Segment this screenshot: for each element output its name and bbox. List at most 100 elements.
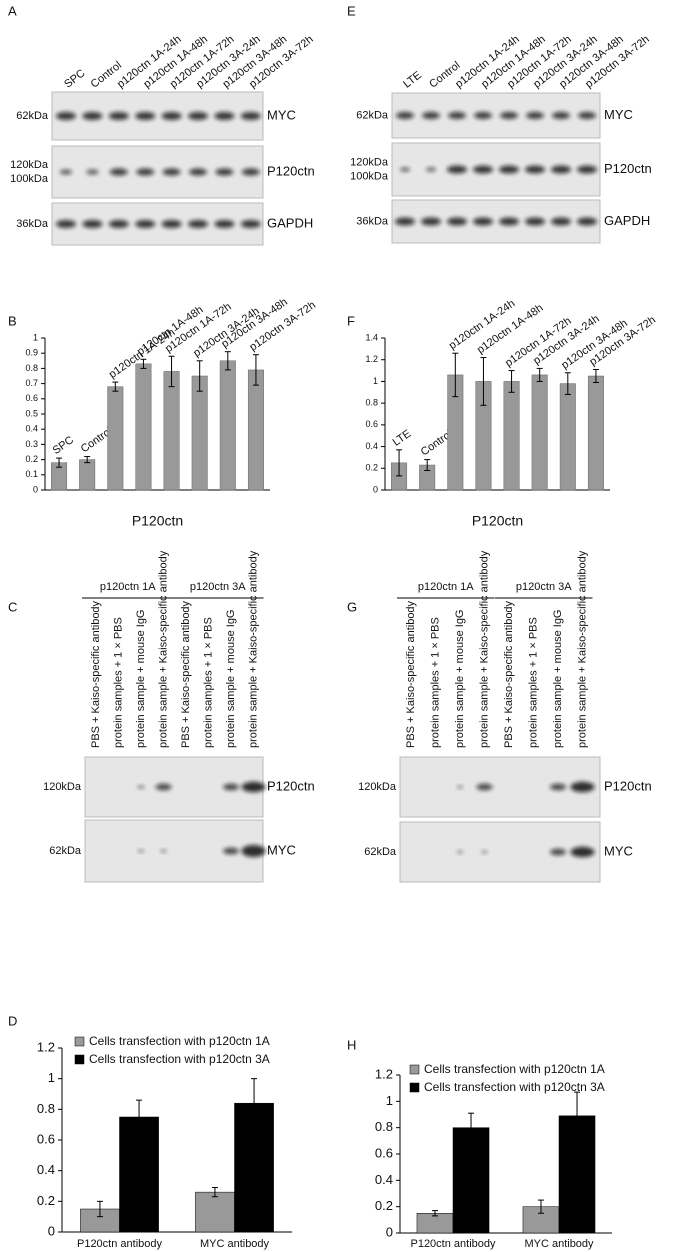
band <box>481 850 488 854</box>
band <box>162 168 181 176</box>
y-tick-label: 1 <box>33 332 38 342</box>
y-tick-label: 0.6 <box>25 393 38 403</box>
band <box>135 112 156 120</box>
lane-label: protein samples + 1 × PBS <box>527 617 539 748</box>
band <box>188 112 208 120</box>
band <box>241 781 266 793</box>
legend-swatch <box>409 1082 420 1093</box>
protein-label: GAPDH <box>604 213 650 228</box>
panel-label: E <box>347 3 356 18</box>
marker-label: 120kDa <box>10 159 49 171</box>
y-tick-label: 0.2 <box>37 1193 55 1208</box>
marker-label: 36kDa <box>16 218 49 230</box>
panel-label: A <box>8 3 17 18</box>
y-tick-label: 0 <box>48 1223 55 1238</box>
marker-label: 62kDa <box>16 110 49 122</box>
y-tick-label: 1.2 <box>365 354 378 364</box>
protein-label: MYC <box>604 107 633 122</box>
band <box>448 111 466 120</box>
lane-label: PBS + Kaiso-specific antibody <box>180 600 192 748</box>
panel-label: F <box>347 313 355 328</box>
y-tick-label: 1.2 <box>375 1066 393 1081</box>
band <box>577 217 597 226</box>
lane-label: protein sample + mouse IgG <box>454 610 466 749</box>
lane-label: protein sample + mouse IgG <box>225 610 237 749</box>
band <box>570 846 595 858</box>
band <box>499 165 519 174</box>
band <box>56 220 76 228</box>
band <box>137 785 145 789</box>
lane-label: protein sample + Kaiso-specific antibody <box>478 550 490 748</box>
y-tick-label: 1 <box>386 1093 393 1108</box>
y-tick-label: 0.9 <box>25 348 38 358</box>
band <box>396 111 414 120</box>
error-bar <box>251 1078 258 1129</box>
y-tick-label: 0 <box>373 484 378 494</box>
marker-label: 120kDa <box>43 781 82 793</box>
error-bar <box>396 449 403 477</box>
band <box>550 783 566 791</box>
panel-label: B <box>8 313 17 328</box>
error-bar <box>468 1112 475 1143</box>
marker-label: 120kDa <box>358 781 397 793</box>
band <box>395 217 415 226</box>
y-tick-label: 0.6 <box>375 1145 393 1160</box>
error-bar <box>84 456 91 464</box>
error-bar <box>112 381 119 392</box>
band <box>155 783 172 791</box>
y-tick-label: 0.7 <box>25 378 38 388</box>
y-tick-label: 0.4 <box>365 441 378 451</box>
band <box>526 111 544 120</box>
error-bar <box>480 357 487 406</box>
x-axis-label: P120ctn <box>472 513 523 529</box>
band <box>426 167 436 172</box>
error-bar <box>168 355 175 388</box>
band <box>421 217 441 226</box>
protein-label: MYC <box>267 842 296 857</box>
band <box>56 112 76 120</box>
panel-label: H <box>347 1037 356 1052</box>
band <box>422 111 440 120</box>
error-bar <box>252 354 259 386</box>
bar <box>531 374 548 491</box>
legend-swatch <box>74 1036 85 1047</box>
y-tick-label: 0 <box>386 1224 393 1239</box>
bar <box>219 360 236 491</box>
y-tick-label: 0.2 <box>375 1198 393 1213</box>
y-tick-label: 0.4 <box>375 1172 393 1187</box>
error-bar <box>136 1099 143 1135</box>
error-bar <box>508 370 515 393</box>
band <box>160 849 167 853</box>
group-label: p120ctn 1A <box>100 581 156 593</box>
y-tick-label: 1 <box>48 1070 55 1085</box>
x-tick-label: SPC <box>51 434 76 457</box>
band <box>138 849 144 853</box>
band <box>473 217 493 226</box>
protein-label: P120ctn <box>267 163 315 178</box>
bar <box>191 375 208 491</box>
band <box>578 111 596 120</box>
band <box>457 850 463 854</box>
y-tick-label: 0.2 <box>25 454 38 464</box>
protein-label: P120ctn <box>604 161 652 176</box>
band <box>214 220 235 228</box>
panel-label: D <box>8 1013 17 1028</box>
band <box>499 217 519 226</box>
lane-label: protein sample + mouse IgG <box>552 610 564 749</box>
blot <box>399 756 601 818</box>
lane-label: protein samples + 1 × PBS <box>429 617 441 748</box>
lane-label: PBS + Kaiso-specific antibody <box>90 600 102 748</box>
band <box>86 169 99 175</box>
error-bar <box>452 352 459 398</box>
band <box>240 112 261 120</box>
lane-label: protein sample + mouse IgG <box>135 610 147 749</box>
band <box>476 783 493 791</box>
band <box>551 165 571 174</box>
x-tick-label: LTE <box>391 428 414 449</box>
band <box>500 111 518 120</box>
y-tick-label: 0 <box>33 484 38 494</box>
y-tick-label: 0.2 <box>365 463 378 473</box>
bar <box>503 381 520 491</box>
lane-label: SPC <box>62 67 87 90</box>
